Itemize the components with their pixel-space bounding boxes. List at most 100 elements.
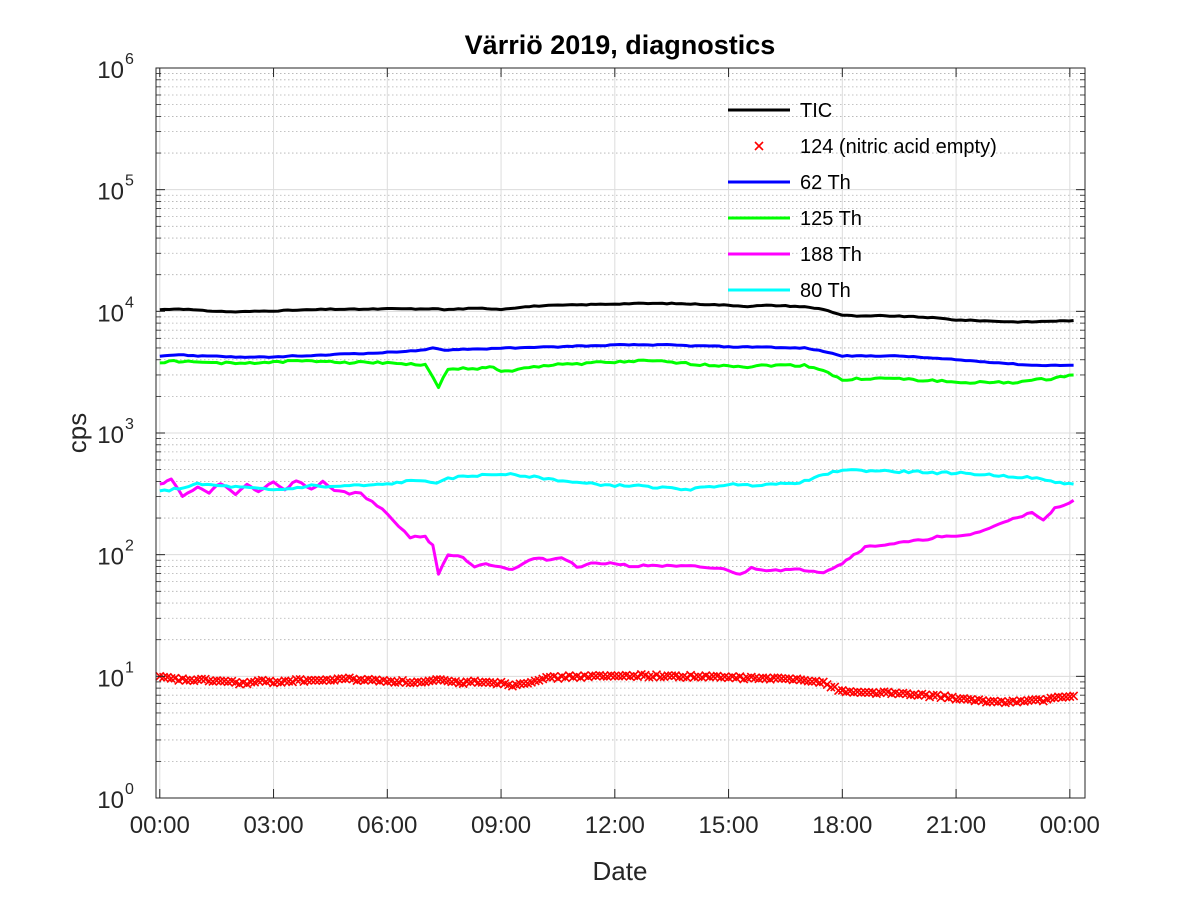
data-point	[401, 677, 411, 688]
data-point	[879, 687, 889, 697]
data-point	[181, 675, 191, 685]
data-point	[587, 671, 597, 681]
data-point	[291, 674, 301, 685]
y-tick-label: 10	[97, 300, 124, 327]
data-point	[196, 674, 207, 684]
data-point	[246, 677, 256, 687]
data-point	[159, 672, 169, 682]
data-point	[758, 673, 768, 683]
y-tick-exponent: 4	[125, 294, 134, 311]
legend: TIC 124 (nitric acid empty) 62 Th 125 Th 188…	[728, 100, 997, 302]
y-tick-label: 10	[97, 665, 124, 692]
legend-label: 125 Th	[800, 208, 862, 230]
data-point	[780, 674, 791, 684]
x-axis-label: Date	[593, 856, 648, 886]
legend-marker	[754, 141, 764, 151]
y-tick-label: 10	[97, 57, 124, 84]
data-point	[432, 674, 442, 685]
legend-label: TIC	[800, 100, 832, 122]
data-point	[667, 671, 677, 681]
y-tick-exponent: 5	[125, 173, 134, 190]
legend-item-80-th: 80 Th	[728, 280, 851, 302]
data-point	[382, 676, 392, 687]
y-tick-exponent: 0	[125, 781, 134, 798]
data-point	[985, 696, 995, 706]
data-point	[833, 685, 844, 696]
data-point	[306, 675, 317, 685]
series-line	[159, 301, 1074, 324]
series-62-th	[159, 343, 1074, 368]
data-point	[204, 676, 214, 686]
x-tick-labels: 00:00 03:00 06:00 09:00 12:00 15:00 18:00 21:00…	[130, 812, 1100, 839]
data-point	[166, 673, 176, 683]
data-point	[928, 690, 938, 700]
data-point	[807, 676, 817, 687]
axis-ticks	[156, 67, 1085, 799]
data-point	[1046, 693, 1056, 703]
series-line	[159, 468, 1074, 493]
data-point	[473, 678, 483, 688]
legend-item-124-nitric-acid-empty: 124 (nitric acid empty)	[754, 136, 997, 158]
legend-item-125-th: 125 Th	[728, 208, 862, 230]
data-point	[333, 674, 343, 684]
data-point	[541, 672, 552, 682]
x-tick-label: 00:00	[130, 812, 190, 839]
data-point	[272, 677, 282, 687]
series-line	[159, 358, 1074, 390]
x-tick-label: 21:00	[926, 812, 986, 839]
data-point	[644, 672, 654, 682]
data-point	[864, 687, 874, 698]
data-point	[519, 678, 529, 689]
data-point	[674, 672, 684, 682]
data-point	[856, 688, 866, 698]
data-point	[314, 675, 324, 685]
data-point	[962, 694, 973, 704]
x-tick-label: 18:00	[812, 812, 872, 839]
data-point	[367, 675, 377, 685]
data-point	[1031, 695, 1041, 705]
data-point	[777, 673, 787, 683]
legend-item-tic: TIC	[728, 100, 832, 122]
data-point	[826, 682, 836, 692]
series-124-nitric-acid-empty	[155, 669, 1079, 708]
series-layer	[155, 301, 1079, 708]
y-tick-label: 10	[97, 179, 124, 206]
data-point	[303, 675, 313, 686]
series-line	[159, 343, 1074, 368]
data-point	[906, 690, 916, 700]
series-125-th	[159, 358, 1074, 390]
data-point	[614, 671, 624, 681]
data-point	[1027, 695, 1037, 705]
y-tick-exponent: 2	[125, 538, 134, 555]
series-188-th	[159, 477, 1075, 576]
data-point	[462, 677, 472, 687]
y-tick-label: 10	[97, 544, 124, 571]
legend-label: 62 Th	[800, 172, 851, 194]
data-point	[803, 676, 813, 686]
legend-label: 80 Th	[800, 280, 851, 302]
x-tick-label: 00:00	[1040, 812, 1100, 839]
x-tick-label: 12:00	[585, 812, 645, 839]
data-point	[215, 676, 226, 686]
data-point	[655, 672, 665, 682]
data-point	[610, 671, 620, 681]
x-tick-label: 15:00	[699, 812, 759, 839]
data-point	[405, 678, 415, 688]
data-point	[689, 672, 700, 682]
legend-label: 188 Th	[800, 244, 862, 266]
y-tick-label: 10	[97, 422, 124, 449]
data-point	[515, 679, 525, 689]
data-point	[416, 677, 426, 687]
legend-item-62-th: 62 Th	[728, 172, 851, 194]
data-point	[337, 674, 347, 684]
y-tick-label: 10	[97, 787, 124, 814]
data-point	[769, 673, 779, 683]
data-point	[310, 675, 320, 685]
data-point	[598, 671, 609, 681]
data-point	[708, 671, 718, 681]
x-tick-label: 03:00	[244, 812, 304, 839]
data-point	[1061, 692, 1071, 702]
y-tick-exponent: 3	[125, 416, 134, 433]
